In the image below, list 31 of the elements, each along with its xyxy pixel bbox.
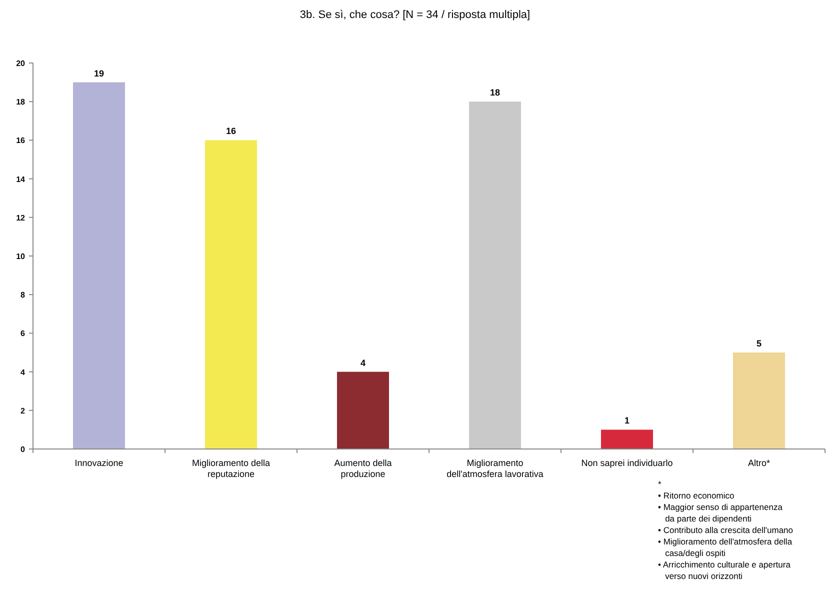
y-tick-label: 14 [16, 174, 26, 184]
y-tick-label: 18 [16, 98, 26, 107]
data-label: 19 [94, 68, 104, 78]
x-tick-label: Aumento della produzione [334, 458, 392, 479]
x-tick-label: Altro* [748, 458, 770, 468]
x-tick-label: Non saprei individuarlo [581, 458, 673, 468]
bar [733, 352, 785, 449]
y-tick-label: 2 [20, 406, 26, 416]
y-tick-label: 12 [16, 213, 26, 222]
y-tick-label: 16 [16, 136, 26, 146]
x-tick-label: Innovazione [74, 458, 124, 468]
bar [73, 82, 125, 449]
x-tick-label: Miglioramento dell'atmosfera lavorativa [446, 458, 544, 479]
bar [337, 372, 389, 449]
data-label: 4 [360, 358, 366, 368]
y-tick-label: 4 [20, 368, 26, 377]
y-tick-label: 20 [16, 59, 26, 68]
data-label: 16 [226, 126, 236, 136]
chart-title: 3b. Se sì, che cosa? [N = 34 / risposta multipla] [300, 9, 530, 21]
data-label: 5 [756, 338, 762, 348]
data-label: 1 [624, 416, 630, 426]
x-tick-label: Miglioramento della reputazione [192, 458, 270, 479]
y-tick-label: 6 [20, 329, 26, 338]
text: * • Ritorno economico • Maggior senso di appartenenza da parte dei dipendenti • Contributo alla crescita dell'umano • Miglioramento dell'atmosfera della casa/degli ospiti • Arricchimento culturale e apertura verso nuovi orizzonti [658, 479, 793, 581]
data-label: 18 [490, 88, 500, 98]
bar [205, 140, 257, 449]
y-tick-label: 10 [16, 252, 26, 261]
bar [601, 430, 653, 449]
y-tick-label: 8 [20, 290, 26, 300]
y-tick-label: 0 [20, 445, 26, 454]
bar [469, 102, 521, 449]
